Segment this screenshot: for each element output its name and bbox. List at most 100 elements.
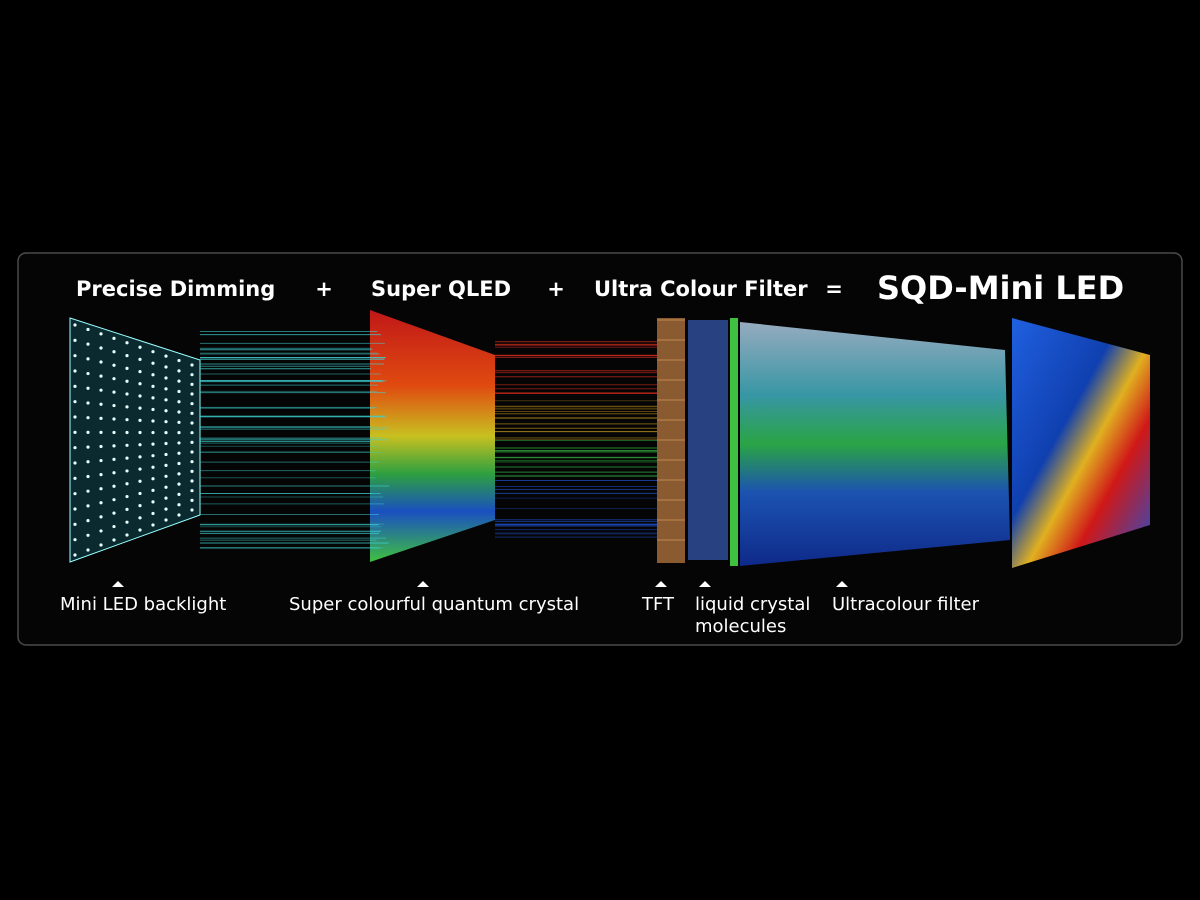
led-dot	[86, 518, 90, 523]
led-dot	[112, 471, 116, 475]
pointer-arrow	[417, 581, 429, 587]
led-dot	[138, 504, 142, 508]
led-dot	[138, 418, 142, 422]
led-dot	[73, 323, 77, 327]
led-dot	[190, 402, 194, 406]
led-dot	[138, 455, 142, 459]
led-dot	[177, 379, 181, 383]
led-dot	[73, 369, 77, 373]
led-dot	[73, 476, 77, 480]
led-dot	[73, 538, 77, 542]
layer-label: liquid crystal	[695, 594, 810, 615]
pointer-arrow	[655, 581, 667, 587]
led-dot	[73, 430, 77, 434]
led-dot	[164, 409, 168, 413]
crystal-layer	[688, 320, 728, 560]
led-dot	[112, 538, 116, 542]
led-dot	[125, 533, 129, 537]
led-dot	[151, 407, 155, 412]
led-dot	[164, 420, 168, 424]
led-dot	[112, 390, 116, 394]
led-dot	[112, 511, 116, 515]
led-dot	[125, 469, 129, 473]
led-dot	[190, 450, 194, 454]
backlight-panel	[69, 317, 201, 563]
led-dot	[99, 360, 103, 364]
led-dot	[125, 520, 129, 524]
led-dot	[73, 522, 77, 526]
led-dot	[125, 507, 129, 511]
led-dot	[138, 516, 142, 520]
led-dot	[177, 492, 181, 497]
result-image	[1012, 318, 1150, 568]
led-dot	[164, 463, 168, 467]
led-dot	[112, 417, 116, 421]
led-dot	[125, 405, 129, 409]
led-dot	[138, 345, 142, 349]
led-dot	[138, 443, 142, 447]
led-dot	[112, 457, 116, 461]
led-dot	[164, 365, 168, 369]
led-dot	[177, 358, 181, 363]
led-dot	[177, 389, 181, 394]
led-dot	[151, 511, 155, 516]
led-dot	[151, 465, 155, 469]
led-dot	[99, 388, 103, 392]
led-dot	[190, 373, 194, 377]
led-dot	[151, 477, 155, 481]
led-dot	[73, 415, 77, 419]
led-dot	[177, 472, 181, 476]
led-dot	[190, 498, 194, 502]
led-dot	[151, 396, 155, 400]
led-dot	[86, 430, 90, 434]
led-dot	[190, 469, 194, 473]
led-dot	[73, 492, 77, 496]
led-dot	[125, 482, 129, 486]
led-dot	[99, 402, 103, 406]
led-dot	[125, 379, 129, 383]
led-dot	[73, 461, 77, 465]
led-dot	[190, 460, 194, 464]
led-dot	[99, 501, 103, 505]
led-dot	[164, 496, 168, 500]
led-dot	[112, 363, 116, 367]
led-dot	[112, 336, 116, 340]
led-dot	[164, 485, 168, 489]
led-dot	[112, 498, 116, 502]
led-dot	[190, 440, 194, 444]
led-dot	[151, 454, 155, 458]
led-dot	[177, 400, 181, 404]
led-dot	[164, 474, 168, 478]
led-dot	[99, 473, 103, 477]
layer-label: Ultracolour filter	[832, 594, 980, 615]
led-dot	[164, 430, 168, 435]
quantum-panel	[370, 310, 495, 562]
led-dot	[164, 376, 168, 380]
led-dot	[190, 489, 194, 493]
labels: Mini LED backlight Super colourful quantu…	[60, 581, 980, 637]
led-dot	[86, 504, 90, 508]
led-dot	[99, 346, 103, 350]
led-dot	[112, 350, 116, 354]
layer-label: molecules	[695, 616, 786, 637]
led-dot	[73, 446, 77, 450]
led-dot	[73, 507, 77, 511]
led-dot	[99, 444, 103, 449]
led-dot	[99, 487, 103, 491]
led-dot	[190, 382, 194, 386]
led-dot	[99, 332, 103, 336]
led-dot	[151, 361, 155, 365]
led-dot	[177, 451, 181, 455]
header-term: Precise Dimming	[76, 277, 275, 301]
led-dot	[125, 430, 129, 435]
led-dot	[125, 456, 129, 460]
led-dot	[177, 482, 181, 486]
led-dot	[190, 508, 194, 512]
led-dot	[151, 523, 155, 527]
led-dot	[86, 533, 90, 537]
led-dot	[164, 452, 168, 457]
led-dot	[138, 394, 142, 398]
led-dot	[99, 416, 103, 420]
led-dot	[164, 518, 168, 522]
